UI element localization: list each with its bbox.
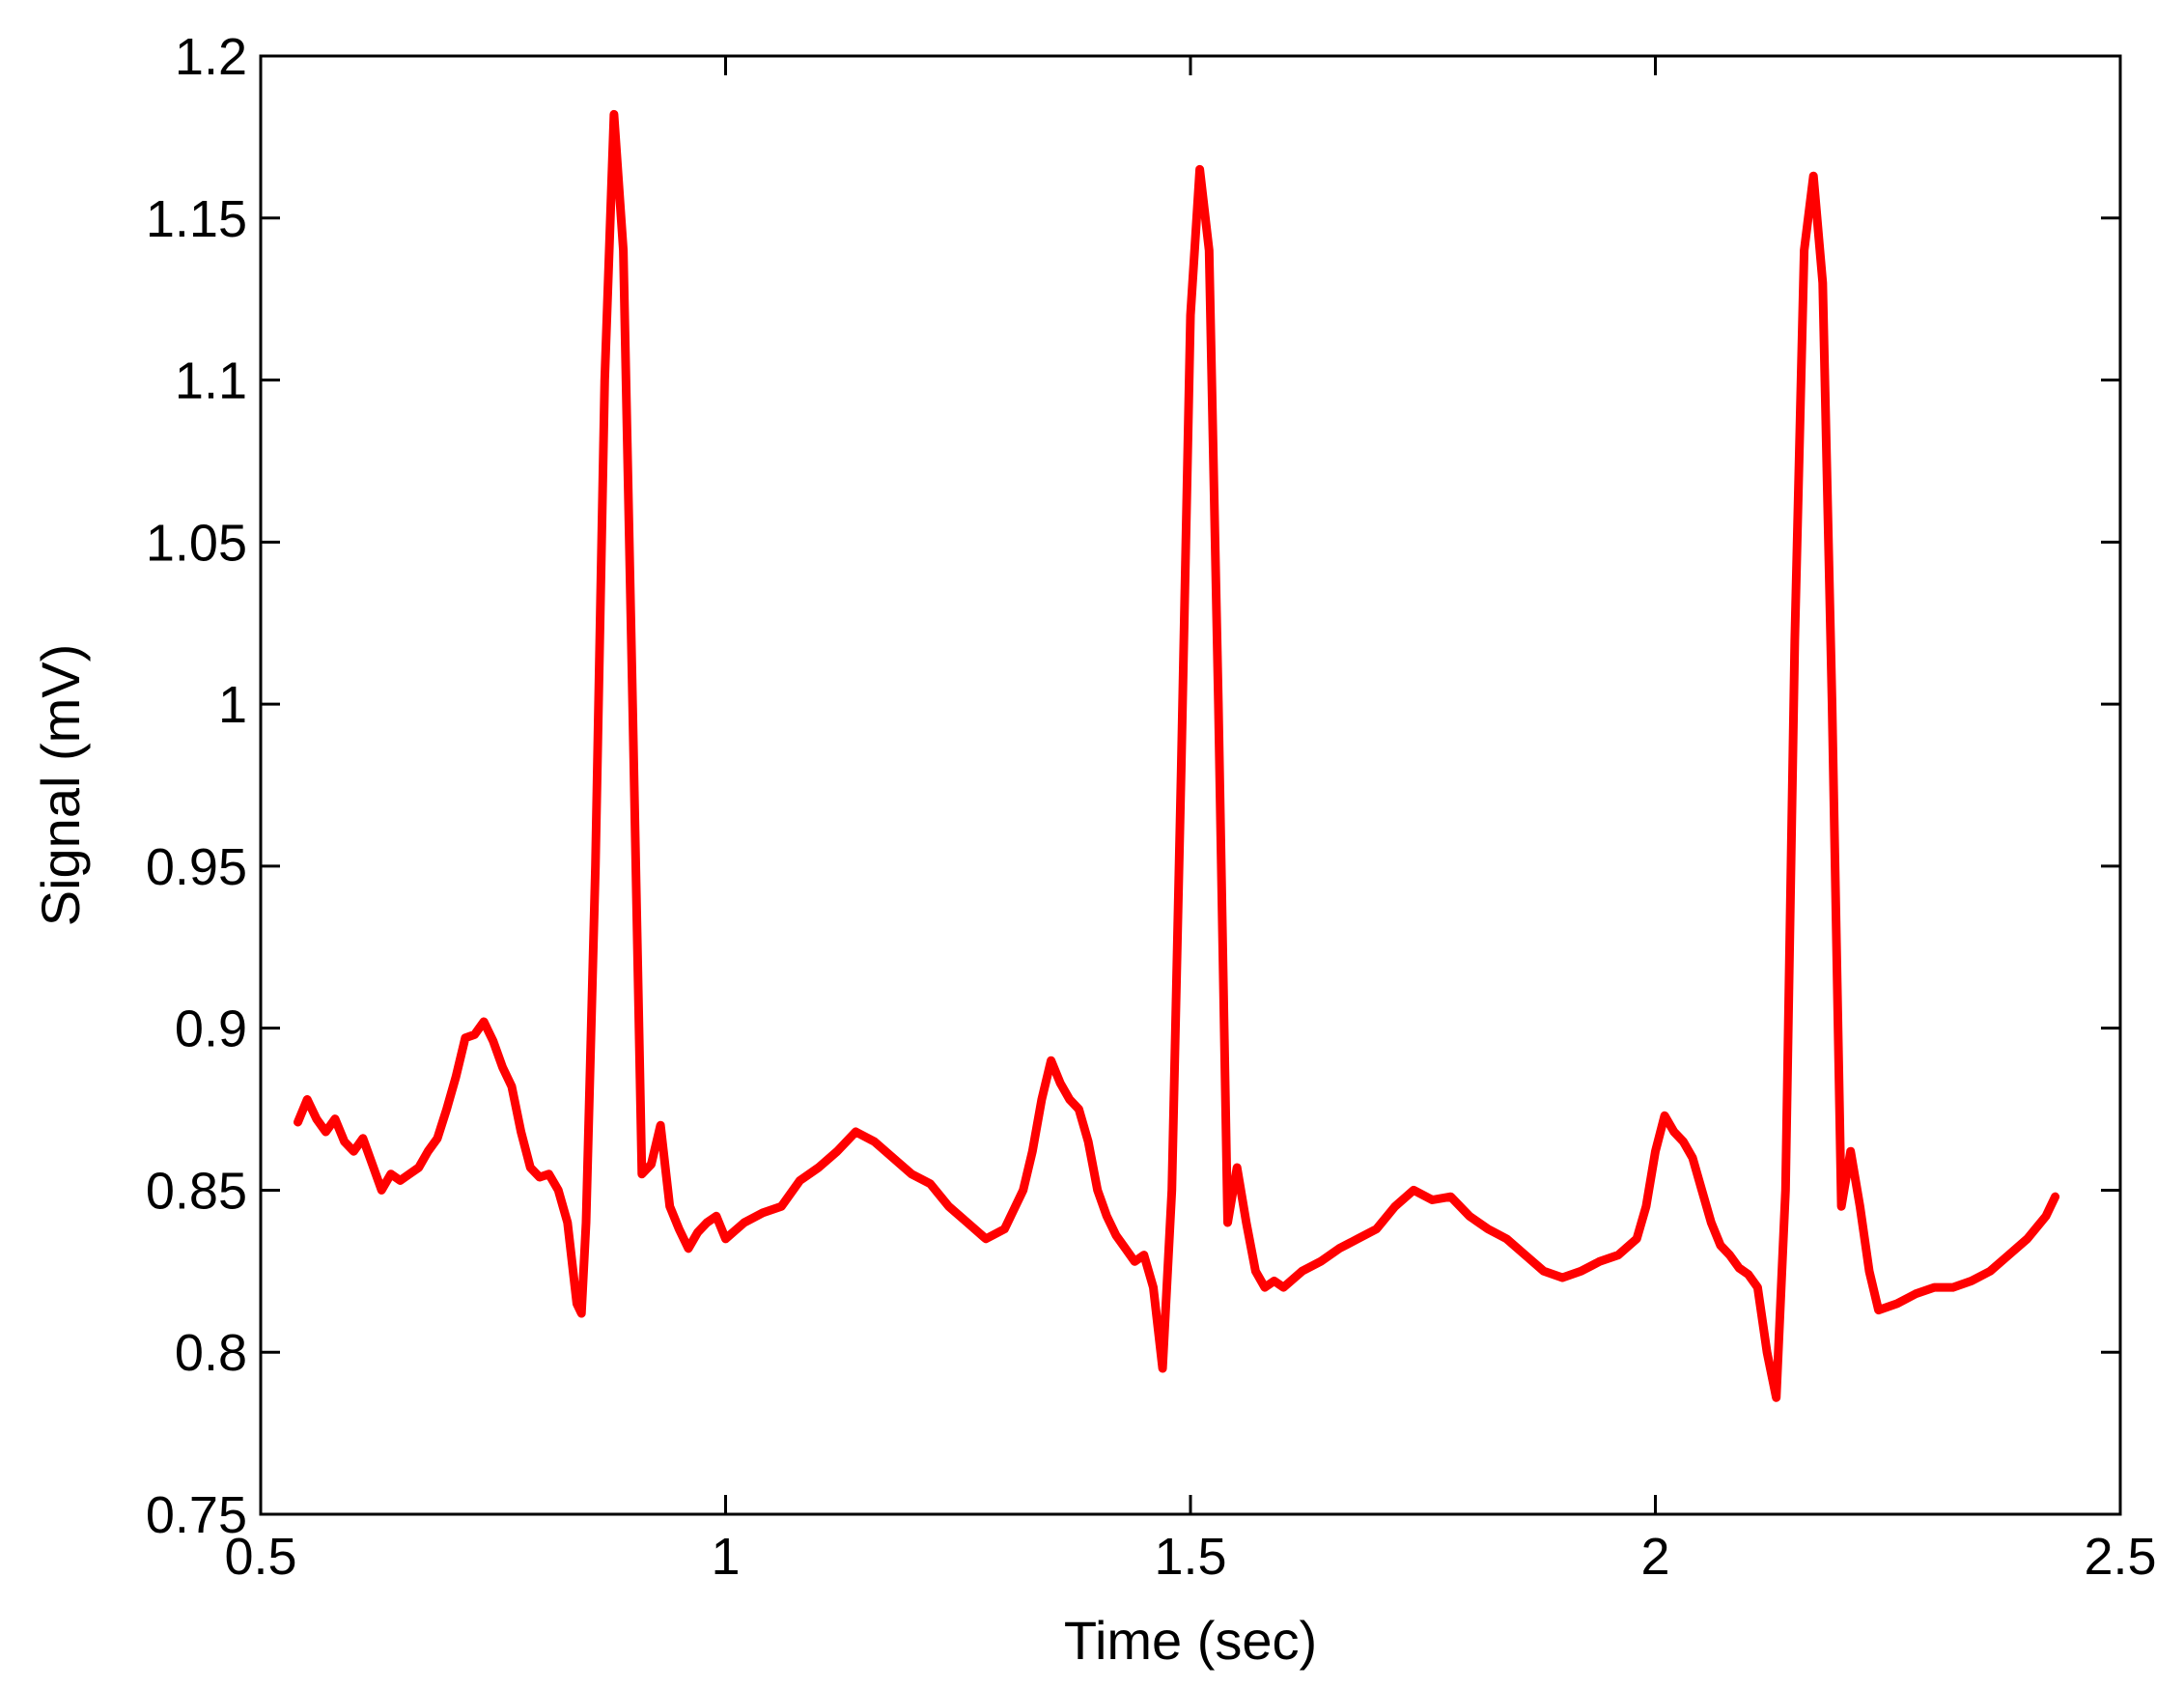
- x-tick-label: 0.5: [224, 1528, 296, 1586]
- y-tick-label: 0.95: [146, 838, 247, 896]
- y-tick-label: 1.1: [175, 352, 247, 410]
- y-tick-label: 0.75: [146, 1486, 247, 1544]
- y-tick-label: 1.15: [146, 190, 247, 248]
- x-tick-label: 1.5: [1154, 1528, 1226, 1586]
- x-tick-label: 2.5: [2084, 1528, 2156, 1586]
- x-tick-label: 1: [711, 1528, 740, 1586]
- y-tick-label: 0.85: [146, 1162, 247, 1220]
- y-tick-label: 0.9: [175, 1000, 247, 1058]
- y-axis-ticks: 0.75 0.8 0.85 0.9 0.95 1 1.05 1.1 1.15 1.2: [146, 28, 2120, 1544]
- x-tick-label: 2: [1640, 1528, 1669, 1586]
- y-tick-label: 1: [218, 676, 247, 734]
- y-tick-label: 1.2: [175, 28, 247, 86]
- y-tick-label: 1.05: [146, 514, 247, 572]
- x-axis-ticks: 0.5 1 1.5 2 2.5: [224, 56, 2157, 1586]
- y-tick-label: 0.8: [175, 1324, 247, 1382]
- y-axis-label: Signal (mV): [30, 644, 91, 927]
- signal-line: [294, 109, 2060, 1402]
- x-axis-label: Time (sec): [1064, 1610, 1317, 1671]
